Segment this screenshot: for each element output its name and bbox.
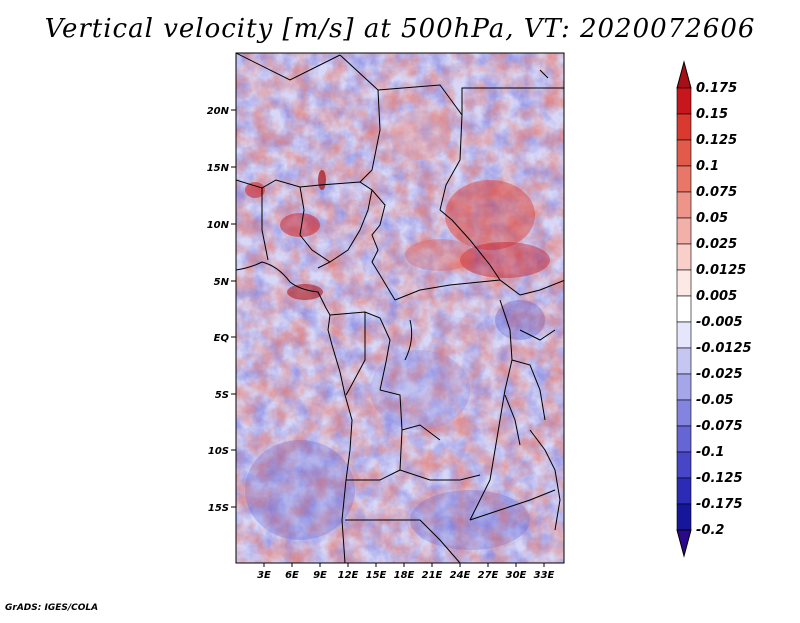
lon-tick-label: 15E (366, 570, 387, 581)
country-borders (236, 53, 564, 563)
lon-tick-label: 21E (422, 570, 443, 581)
lon-tick-label: 30E (506, 570, 527, 581)
colorbar-label: -0.005 (696, 315, 743, 330)
colorbar-label: 0.15 (696, 107, 728, 122)
colorbar-segment (676, 269, 692, 297)
lat-ticks (231, 109, 236, 508)
lat-tick-label: 15S (208, 503, 229, 514)
colorbar-label: 0.005 (696, 289, 737, 304)
colorbar-segment (676, 217, 692, 245)
lat-tick-label: 20N (207, 106, 230, 117)
grads-credit: GrADS: IGES/COLA (5, 603, 99, 613)
colorbar-label: 0.05 (696, 211, 728, 226)
lon-tick-label: 9E (313, 570, 327, 581)
colorbar-label: 0.125 (696, 133, 737, 148)
lat-tick-label: 15N (207, 163, 230, 174)
lon-tick-label: 24E (450, 570, 471, 581)
lat-tick-label: 10S (208, 446, 229, 457)
colorbar-label: -0.125 (696, 471, 743, 486)
colorbar-segment (676, 295, 692, 323)
colorbar-segment (676, 243, 692, 271)
colorbar-label: -0.05 (696, 393, 733, 408)
colorbar-label: 0.075 (696, 185, 737, 200)
colorbar-segment (676, 399, 692, 427)
chart-title: Vertical velocity [m/s] at 500hPa, VT: 2… (44, 14, 756, 44)
colorbar-segment (676, 373, 692, 401)
lon-tick-label: 6E (285, 570, 299, 581)
lon-tick-label: 12E (338, 570, 359, 581)
colorbar-segment (676, 321, 692, 349)
lat-tick-label: EQ (214, 333, 230, 344)
colorbar-label: 0.0125 (696, 263, 746, 278)
lon-tick-label: 3E (257, 570, 271, 581)
velocity-field (236, 53, 564, 563)
colorbar-segment (676, 87, 692, 115)
lon-ticks (263, 563, 545, 567)
colorbar-label: 0.025 (696, 237, 737, 252)
colorbar-top-arrow (676, 60, 692, 89)
colorbar-label: -0.1 (696, 445, 724, 460)
colorbar: 0.175 0.15 0.125 0.1 0.075 0.05 0.025 0.0125 0.0… (676, 60, 752, 558)
colorbar-segment (676, 425, 692, 453)
colorbar-segment (676, 503, 692, 531)
colorbar-label: 0.1 (696, 159, 719, 174)
lat-tick-label: 10N (207, 220, 230, 231)
colorbar-label: -0.175 (696, 497, 743, 512)
colorbar-label: -0.2 (696, 523, 724, 538)
colorbar-segment (676, 113, 692, 141)
colorbar-segment (676, 191, 692, 219)
colorbar-bottom-arrow (676, 529, 692, 558)
lon-tick-label: 27E (478, 570, 499, 581)
colorbar-label: -0.075 (696, 419, 743, 434)
colorbar-segment (676, 347, 692, 375)
colorbar-segment (676, 139, 692, 167)
lat-tick-label: 5S (215, 390, 229, 401)
colorbar-label: -0.0125 (696, 341, 752, 356)
colorbar-label: -0.025 (696, 367, 743, 382)
colorbar-segment (676, 165, 692, 193)
colorbar-segment (676, 477, 692, 505)
lat-tick-label: 5N (214, 277, 230, 288)
map-frame (235, 52, 565, 564)
lon-tick-label: 33E (534, 570, 555, 581)
colorbar-segment (676, 451, 692, 479)
colorbar-label: 0.175 (696, 81, 737, 96)
lon-tick-label: 18E (394, 570, 415, 581)
